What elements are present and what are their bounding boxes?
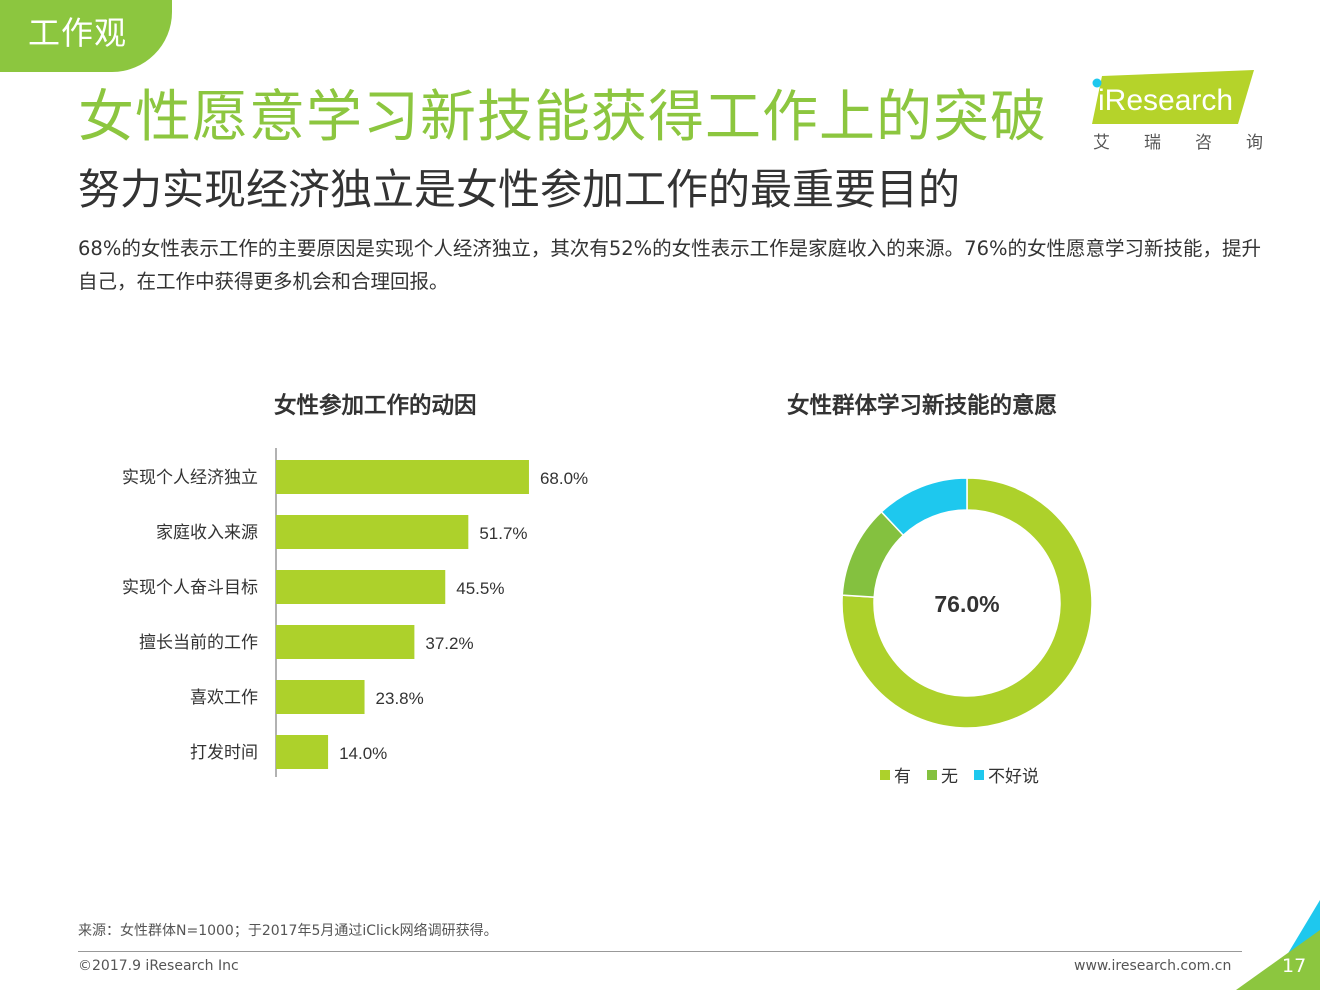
donut-slice [841,477,1093,729]
bar-category-label: 擅长当前的工作 [139,633,258,653]
legend-item: 无 [927,762,958,787]
logo-banner [1092,70,1254,124]
bar-value-label: 45.5% [456,579,504,598]
legend-item: 有 [880,762,911,787]
legend-label: 有 [894,767,911,787]
bar-chart-title: 女性参加工作的动因 [274,393,477,419]
section-tag [0,0,172,72]
bar-category-label: 实现个人经济独立 [122,468,258,488]
bar-chart: 实现个人经济独立 68.0% 家庭收入来源 51.7% 实现个人奋斗目标 45.5% 擅长当… [122,448,588,777]
bar [276,735,329,769]
legend-label: 无 [941,767,958,787]
legend-swatch [880,769,890,780]
bar-category-label: 打发时间 [190,743,258,763]
section-tag-label: 工作观 [28,14,128,52]
corner-green-shape [1236,930,1320,990]
source-note: 来源：女性群体N=1000；于2017年5月通过iClick网络调研获得。 [78,923,498,939]
iresearch-logo: iResearch [1092,70,1254,124]
bar-category-label: 喜欢工作 [190,688,258,708]
page-number: 17 [1282,955,1307,977]
bar [276,570,446,604]
logo-cn-char: 艾 [1093,133,1110,153]
copyright: ©2017.9 iResearch Inc [78,958,239,974]
page-title: 女性愿意学习新技能获得工作上的突破 [78,85,1047,150]
legend-item: 不好说 [974,762,1039,787]
summary-text: 68%的女性表示工作的主要原因是实现个人经济独立，其次有52%的女性表示工作是家… [78,237,1262,293]
bar-value-label: 23.8% [376,689,424,708]
donut-center-label: 76.0% [934,591,999,617]
bar-category-label: 家庭收入来源 [156,523,258,543]
bar [276,515,469,549]
page-subtitle: 努力实现经济独立是女性参加工作的最重要目的 [78,165,961,214]
logo-dot [1092,78,1102,88]
donut-chart-title: 女性群体学习新技能的意愿 [787,393,1058,419]
logo-brand-text: iResearch [1098,84,1233,117]
bar-value-label: 51.7% [479,524,527,543]
legend-label: 不好说 [988,767,1039,787]
logo-cn-char: 询 [1246,133,1263,153]
logo-cn-char: 咨 [1195,133,1212,153]
bar-value-label: 37.2% [425,634,473,653]
legend-swatch [927,769,937,780]
donut-chart: 76.0% [841,477,1093,729]
logo-cn-text: 艾 瑞 咨 询 [1093,128,1263,153]
bar-value-label: 14.0% [339,744,387,763]
bar [276,625,415,659]
footer-divider [78,951,1242,952]
logo-cn-char: 瑞 [1144,133,1161,153]
corner-decoration [1236,900,1320,990]
bar [276,680,365,714]
legend-swatch [974,769,984,780]
website-link[interactable]: www.iresearch.com.cn [1074,958,1232,974]
donut-legend: 有 无 不好说 [880,762,1039,787]
bar-value-label: 68.0% [540,469,588,488]
donut-slice [880,477,968,537]
bar-category-label: 实现个人奋斗目标 [122,578,258,598]
bar [276,460,529,494]
